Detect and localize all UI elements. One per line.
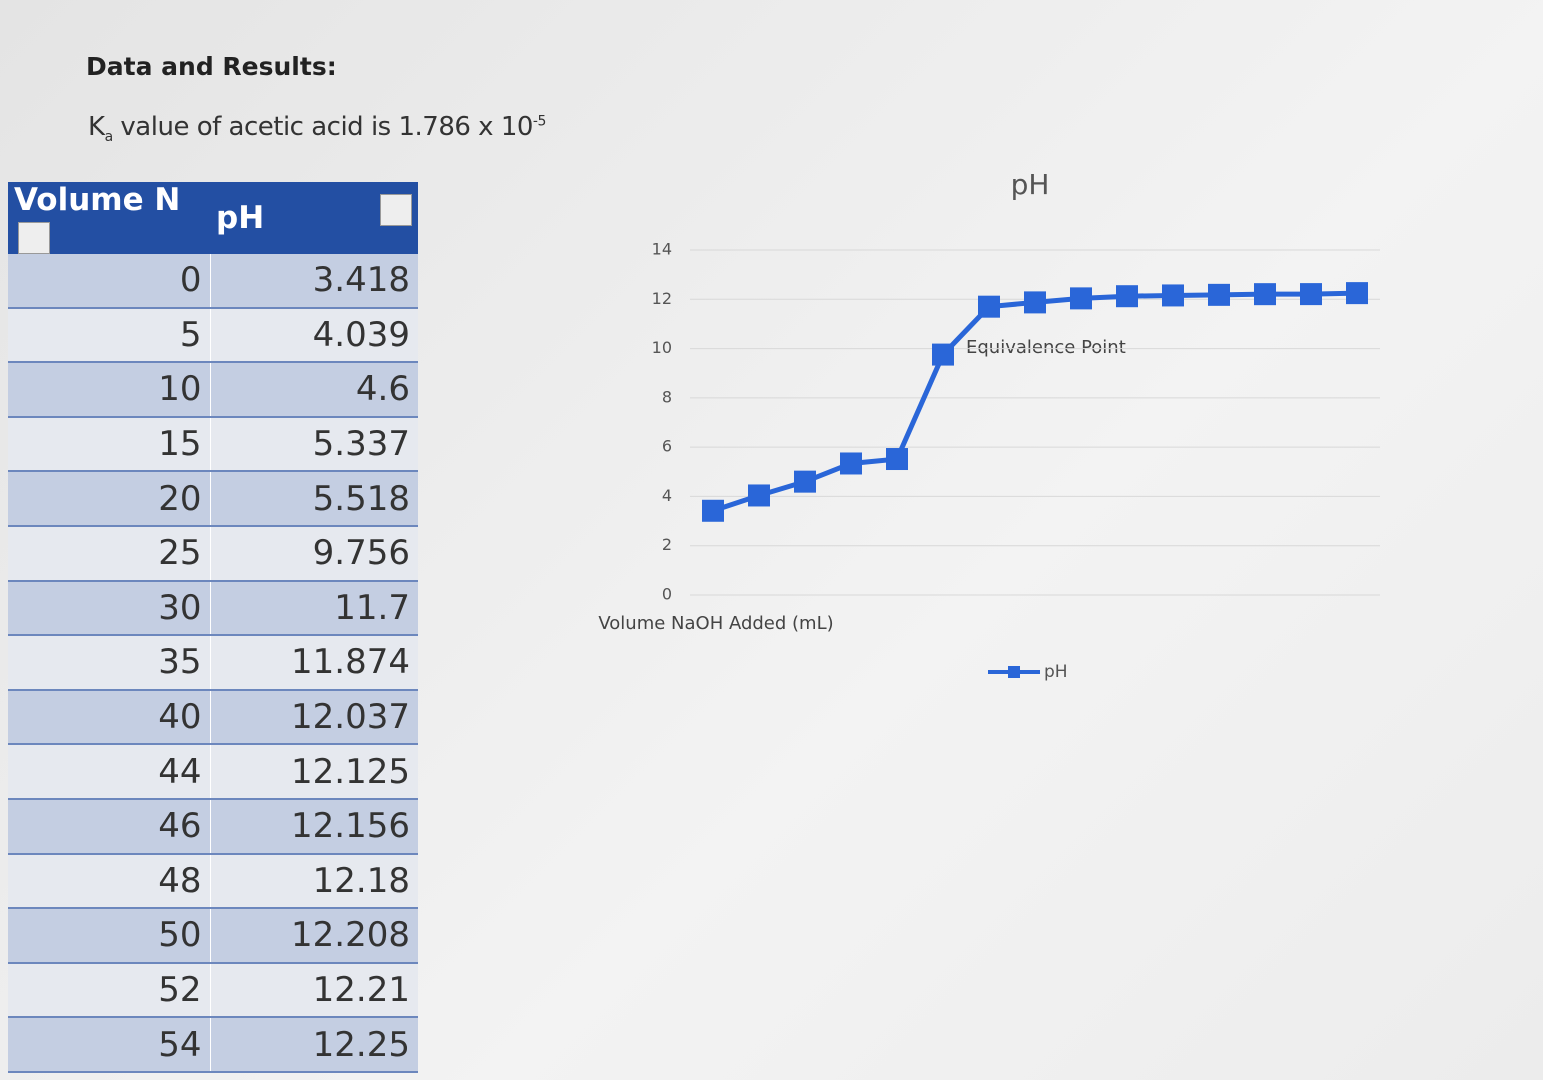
data-point <box>1116 285 1138 308</box>
table-cell: 5.337 <box>210 416 418 473</box>
data-point <box>840 452 862 475</box>
data-point <box>1070 287 1092 310</box>
ka-text: value of acetic acid is 1.786 x 10 <box>120 112 533 142</box>
y-tick-label: 4 <box>662 486 672 505</box>
legend-marker <box>1008 666 1020 678</box>
data-point <box>702 499 724 522</box>
table-cell: 48 <box>8 853 211 910</box>
table-row: 46 12.156 <box>8 798 418 855</box>
y-tick-label: 14 <box>652 240 672 259</box>
table-row: 40 12.037 <box>8 689 418 746</box>
table-cell: 20 <box>8 471 211 527</box>
table-cell: 12.037 <box>210 689 418 746</box>
table-row: 52 12.21 <box>8 962 418 1019</box>
column-header: Volume N <box>8 182 210 254</box>
data-point <box>932 343 954 366</box>
y-tick-label: 0 <box>662 585 672 604</box>
table-row: 44 12.125 <box>8 744 418 800</box>
table-cell: 12.18 <box>210 853 418 910</box>
table-cell: 12.21 <box>210 962 418 1019</box>
table-row: 15 5.337 <box>8 416 418 473</box>
table-row: 0 3.418 <box>8 254 418 309</box>
table-cell: 0 <box>8 254 211 309</box>
table-cell: 35 <box>8 635 211 691</box>
table-row: 10 4.6 <box>8 362 418 418</box>
data-point <box>1254 283 1276 306</box>
ka-statement: Ka value of acetic acid is 1.786 x 10-5 <box>88 112 546 145</box>
data-point <box>978 295 1000 318</box>
table-cell: 4.6 <box>210 362 418 418</box>
table-cell: 52 <box>8 962 211 1019</box>
table-row: 50 12.208 <box>8 908 418 964</box>
legend-label: pH <box>1044 662 1068 682</box>
section-title: Data and Results: <box>86 52 337 81</box>
data-point <box>794 470 816 493</box>
data-point <box>1346 282 1368 305</box>
y-tick-label: 10 <box>652 338 672 357</box>
data-point <box>886 448 908 471</box>
ka-exponent: -5 <box>532 113 546 130</box>
data-point <box>1024 291 1046 314</box>
table-cell: 9.756 <box>210 525 418 582</box>
filter-button[interactable] <box>18 221 50 254</box>
table-cell: 5.518 <box>210 471 418 527</box>
table-cell: 54 <box>8 1017 211 1073</box>
data-point <box>1300 283 1322 306</box>
column-header: pH <box>210 182 418 254</box>
table-row: 30 11.7 <box>8 580 418 637</box>
ka-subscript: a <box>104 129 114 146</box>
ka-symbol: K <box>88 112 105 142</box>
table-row: 5 4.039 <box>8 307 418 364</box>
table-row: 54 12.25 <box>8 1017 418 1073</box>
table-cell: 25 <box>8 525 211 582</box>
table-cell: 44 <box>8 744 211 800</box>
table-cell: 11.7 <box>210 580 418 637</box>
table-cell: 30 <box>8 580 211 637</box>
table-row: 48 12.18 <box>8 853 418 910</box>
table-cell: 12.125 <box>210 744 418 800</box>
data-point <box>748 484 770 507</box>
table-cell: 40 <box>8 689 211 746</box>
table-cell: 3.418 <box>210 254 418 309</box>
table-cell: 12.25 <box>210 1017 418 1073</box>
data-point <box>1162 284 1184 307</box>
table-cell: 11.874 <box>210 635 418 691</box>
y-tick-label: 12 <box>652 289 672 308</box>
table-row: 20 5.518 <box>8 471 418 527</box>
table-cell: 50 <box>8 908 211 964</box>
chart-title: pH <box>1011 168 1050 201</box>
data-point <box>1208 283 1230 306</box>
table-row: 35 11.874 <box>8 635 418 691</box>
y-tick-label: 6 <box>662 437 672 456</box>
filter-button[interactable] <box>380 194 412 226</box>
data-table: Volume N pH 0 3.418 5 4.039 10 4.6 15 5.337 20 5.… <box>8 182 418 1073</box>
y-tick-label: 8 <box>662 387 672 406</box>
column-title: Volume N <box>14 182 181 218</box>
table-row: 25 9.756 <box>8 525 418 582</box>
annotation: Equivalence Point <box>966 337 1126 358</box>
table-cell: 10 <box>8 362 211 418</box>
table-cell: 5 <box>8 307 211 364</box>
table-cell: 12.208 <box>210 908 418 964</box>
column-title: pH <box>216 200 265 236</box>
y-tick-label: 2 <box>662 535 672 554</box>
x-axis-label: Volume NaOH Added (mL) <box>598 613 833 634</box>
table-cell: 15 <box>8 416 211 473</box>
table-cell: 46 <box>8 798 211 855</box>
table-cell: 4.039 <box>210 307 418 364</box>
table-cell: 12.156 <box>210 798 418 855</box>
